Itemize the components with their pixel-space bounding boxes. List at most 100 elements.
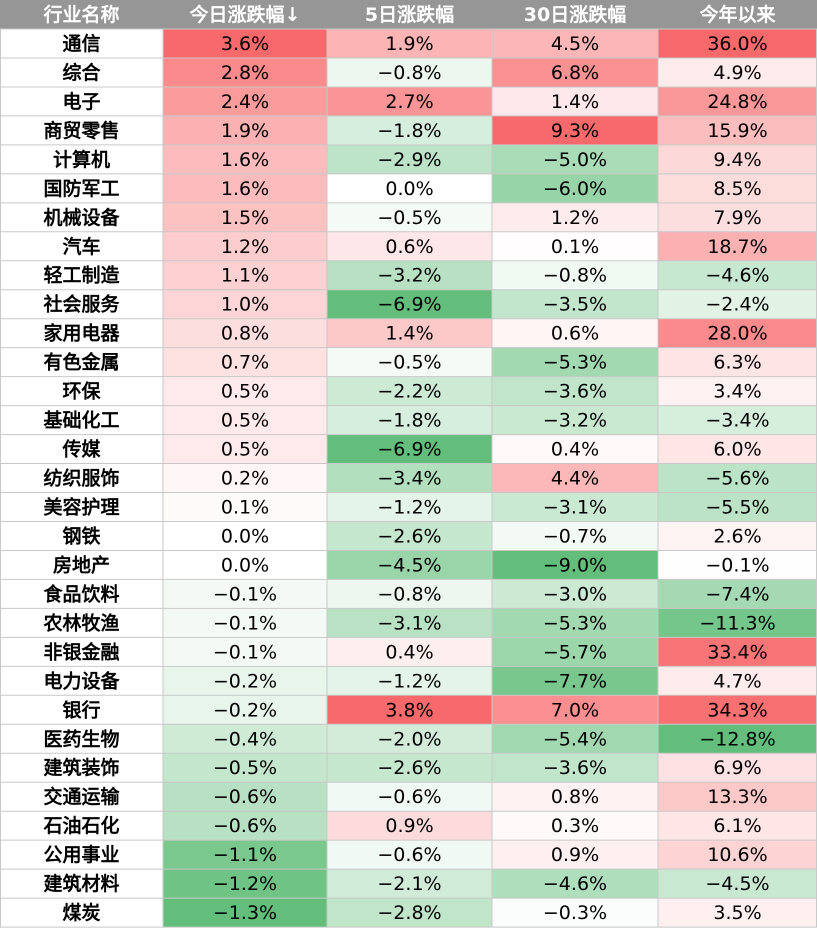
value-cell-ytd [658,521,817,551]
row-name-cell [0,753,163,783]
industry-name: 家用电器 [43,322,120,345]
value-cell-ytd [658,115,817,145]
value-label-ytd: −4.6% [705,265,769,287]
value-label-ytd: 6.9% [713,757,761,779]
value-cell-thirty-day [492,144,658,174]
value-label-ytd: 6.0% [713,439,761,461]
value-cell-ytd [658,637,817,667]
value-label-thirty-day: −0.8% [543,265,607,287]
value-label-today: 1.2% [221,236,269,258]
value-cell-ytd [658,347,817,377]
row-name-cell [0,202,163,232]
value-label-ytd: 10.6% [707,844,767,866]
row-name-cell [0,695,163,725]
row-name-cell [0,840,163,870]
value-label-thirty-day: −5.0% [543,149,607,171]
value-label-five-day: −0.6% [377,844,441,866]
value-cell-five-day [327,318,492,348]
value-label-ytd: 3.4% [713,381,761,403]
value-label-thirty-day: 1.2% [551,207,599,229]
row-name-cell [0,521,163,551]
column-header-ytd: 今年以来 [698,3,775,26]
row-name-cell [0,173,163,203]
value-cell-ytd [658,289,817,319]
value-cell-thirty-day [492,637,658,667]
value-label-ytd: 18.7% [707,236,767,258]
value-label-today: −1.2% [213,873,277,895]
value-cell-five-day [327,463,492,493]
table-row: 家用电器 0.8% 1.4% 0.6% 28.0% [0,318,817,348]
value-label-thirty-day: −3.0% [543,583,607,605]
value-label-today: 3.6% [221,33,269,55]
row-name-cell [0,898,163,928]
value-cell-today [163,608,327,638]
value-cell-ytd [658,376,817,406]
value-label-thirty-day: −3.2% [543,410,607,432]
value-cell-thirty-day [492,29,658,58]
value-cell-today [163,376,327,406]
value-label-today: 1.1% [221,265,269,287]
value-cell-five-day [327,695,492,725]
value-cell-five-day [327,521,492,551]
value-cell-ytd [658,86,817,116]
value-label-ytd: 3.5% [713,902,761,924]
value-label-ytd: −4.5% [705,873,769,895]
value-cell-thirty-day [492,550,658,580]
value-cell-ytd [658,405,817,435]
value-label-thirty-day: −5.7% [543,641,607,663]
value-label-today: −0.6% [213,786,277,808]
value-cell-today [163,463,327,493]
value-cell-five-day [327,492,492,522]
value-cell-today [163,579,327,609]
value-label-five-day: −2.2% [377,381,441,403]
value-label-today: 1.5% [221,207,269,229]
value-cell-five-day [327,550,492,580]
industry-name: 环保 [62,380,101,403]
value-label-five-day: 0.4% [385,641,433,663]
value-cell-thirty-day [492,86,658,116]
table-row: 电力设备 −0.2% −1.2% −7.7% 4.7% [0,666,817,696]
value-label-thirty-day: 4.5% [551,33,599,55]
value-cell-thirty-day [492,463,658,493]
row-name-cell [0,29,163,58]
industry-name: 汽车 [62,235,100,258]
value-label-five-day: −6.9% [377,439,441,461]
value-label-ytd: 28.0% [707,323,767,345]
value-cell-ytd [658,898,817,928]
table-row: 社会服务 1.0% −6.9% −3.5% −2.4% [0,289,817,319]
value-cell-thirty-day [492,840,658,870]
value-label-today: 0.5% [221,381,269,403]
value-cell-today [163,521,327,551]
value-cell-today [163,202,327,232]
value-cell-five-day [327,434,492,464]
value-cell-today [163,840,327,870]
row-name-cell [0,637,163,667]
value-cell-ytd [658,608,817,638]
value-label-today: 0.1% [221,497,269,519]
value-cell-today [163,86,327,116]
value-cell-five-day [327,376,492,406]
value-label-five-day: −2.9% [377,149,441,171]
industry-name: 轻工制造 [43,264,120,287]
value-label-five-day: 1.4% [385,323,433,345]
value-cell-ytd [658,782,817,812]
row-name-cell [0,57,163,87]
value-cell-today [163,492,327,522]
value-label-thirty-day: −0.3% [543,902,607,924]
column-header-today: 今日涨跌幅↓ [189,3,301,26]
value-label-ytd: 34.3% [707,699,767,721]
value-label-ytd: −3.4% [705,410,769,432]
value-cell-five-day [327,608,492,638]
value-cell-today [163,666,327,696]
row-name-cell [0,782,163,812]
value-cell-ytd [658,666,817,696]
value-label-five-day: −2.0% [377,728,441,750]
table-row: 美容护理 0.1% −1.2% −3.1% −5.5% [0,492,817,522]
table-row: 农林牧渔 −0.1% −3.1% −5.3% −11.3% [0,608,817,638]
value-cell-thirty-day [492,811,658,841]
value-cell-thirty-day [492,173,658,203]
value-label-five-day: −1.2% [377,670,441,692]
industry-name: 农林牧渔 [42,611,119,634]
value-label-today: 0.0% [221,554,269,576]
